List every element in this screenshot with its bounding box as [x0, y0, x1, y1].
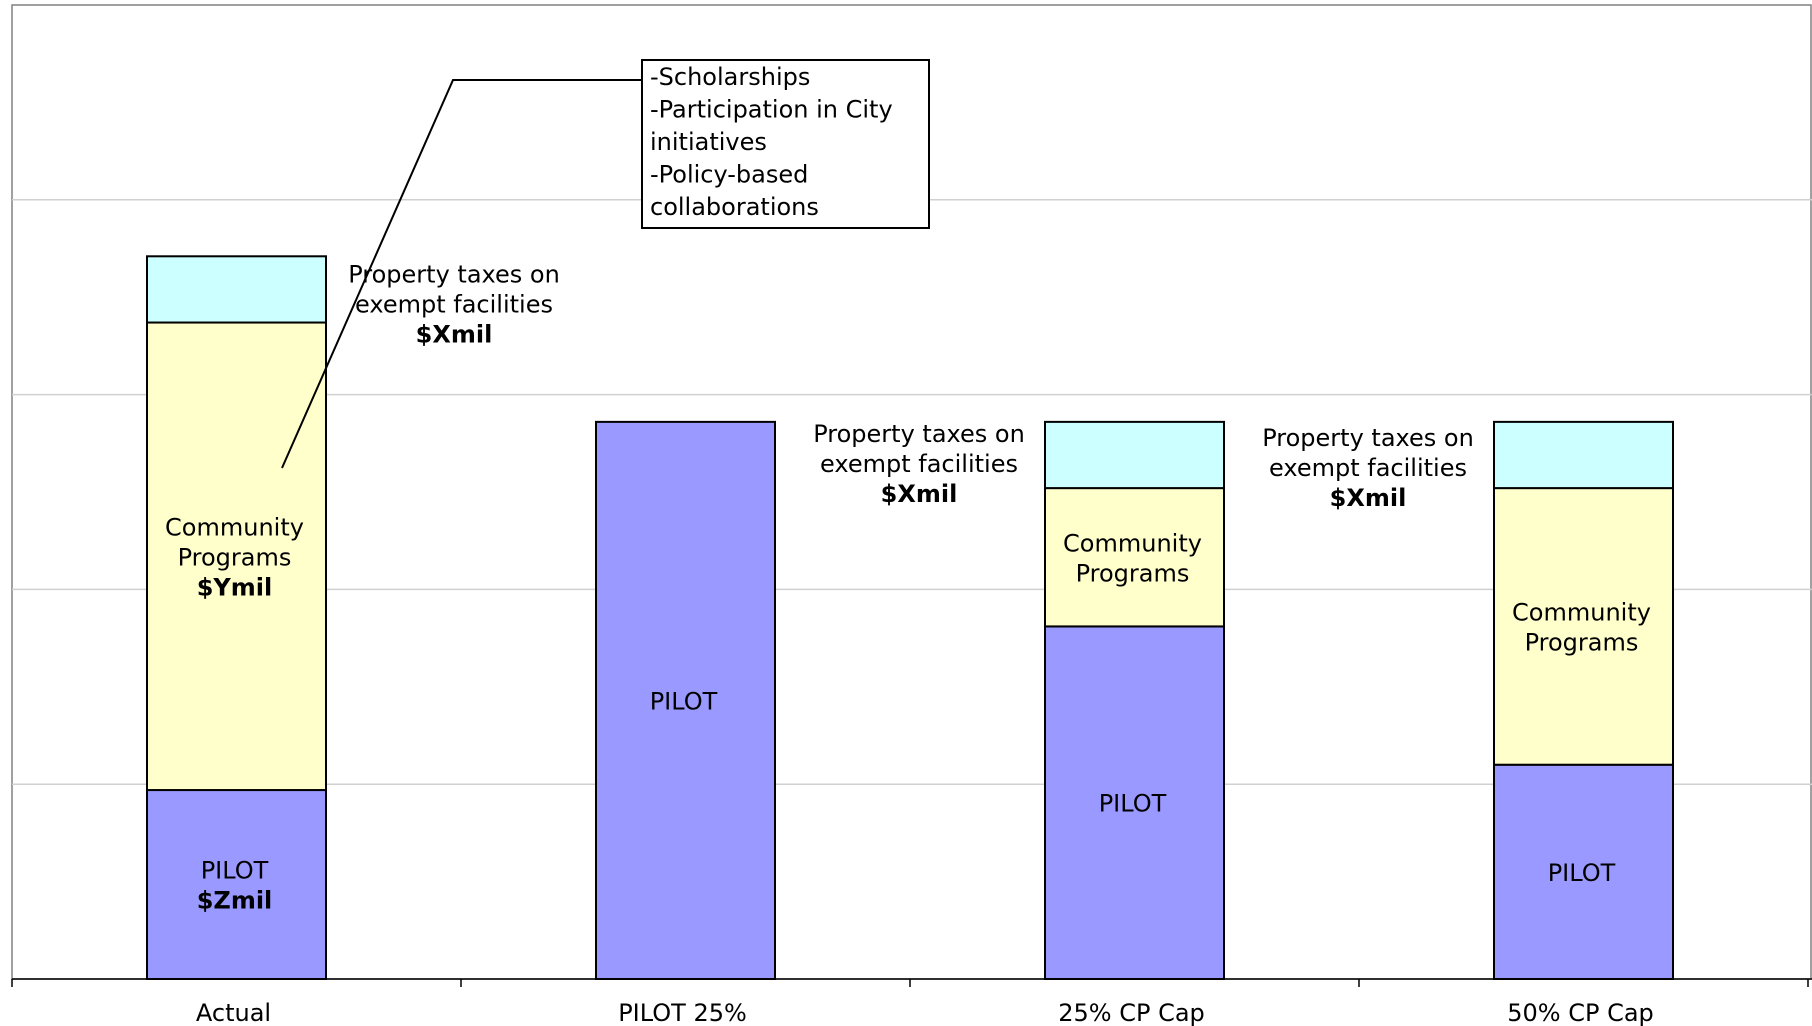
bar-segment	[1044, 625, 1225, 980]
bars	[146, 255, 1674, 980]
segment-label: PILOT	[1099, 790, 1167, 818]
tax-label: Property taxes on exempt facilities $Xmil	[1262, 424, 1474, 512]
bar-segment	[595, 420, 776, 980]
tax-label: Property taxes on exempt facilities $Xmil	[813, 420, 1025, 508]
axes: Actual PILOT 25% 25% CP Cap 50% CP Cap	[11, 978, 1812, 1026]
x-tick-label: PILOT 25%	[618, 999, 747, 1026]
bar-segment	[1493, 487, 1674, 766]
callout-box	[641, 59, 930, 229]
bar-segment	[146, 255, 327, 324]
labels: PILOT $Zmil Community Programs $Ymil PILOT PIL…	[165, 260, 1651, 914]
segment-label: Community Programs	[1063, 529, 1202, 587]
segment-label: Community Programs	[1512, 598, 1651, 656]
tax-label: Property taxes on exempt facilities $Xmil	[348, 260, 560, 348]
segment-label: PILOT	[1548, 859, 1616, 887]
callout-text: -Scholarships -Participation in City initi…	[650, 63, 893, 221]
bar-segment	[146, 321, 327, 792]
callout: -Scholarships -Participation in City initi…	[281, 59, 930, 469]
segment-label: PILOT $Zmil	[197, 857, 273, 915]
segment-label: Community Programs $Ymil	[165, 513, 304, 601]
x-tick-label: Actual	[196, 999, 271, 1026]
bar-segment	[146, 789, 327, 980]
x-tick-label: 50% CP Cap	[1507, 999, 1654, 1026]
x-tick-label: 25% CP Cap	[1058, 999, 1205, 1026]
segment-label: PILOT	[650, 687, 718, 715]
bar-segment	[1044, 420, 1225, 490]
bar-segment	[1493, 420, 1674, 490]
bar-segment	[1044, 487, 1225, 628]
callout-leader-line	[281, 79, 642, 469]
bar-segment	[1493, 763, 1674, 980]
